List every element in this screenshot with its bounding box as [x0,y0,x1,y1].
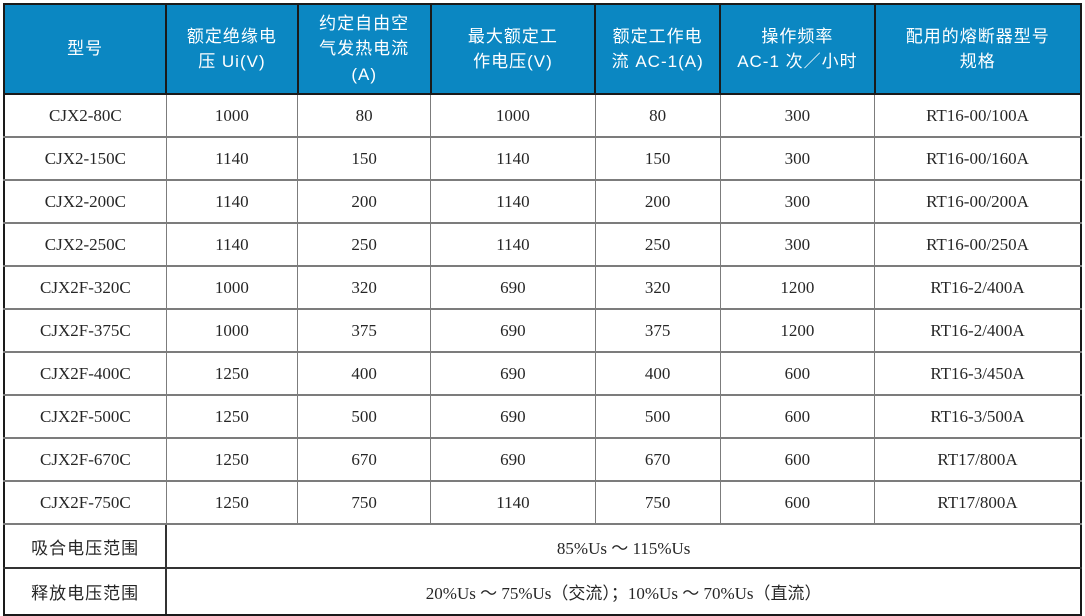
cell-max-rated-working-voltage: 690 [430,437,596,482]
cell-max-rated-working-voltage: 1140 [430,480,596,525]
cell-fuse-type: RT16-00/160A [874,136,1083,181]
column-header-rated-working-current: 额定工作电 流 AC-1(A) [594,3,722,95]
cell-max-rated-working-voltage: 1140 [430,136,596,181]
table-row: CJX2F-400C 1250 400 690 400 600 RT16-3/450A [2,351,1083,396]
cell-free-air-thermal-current: 150 [297,136,432,181]
cell-max-rated-working-voltage: 690 [430,351,596,396]
cell-max-rated-working-voltage: 690 [430,394,596,439]
column-header-fuse-type: 配用的熔断器型号 规格 [873,3,1083,95]
cell-fuse-type: RT17/800A [874,480,1083,525]
cell-fuse-type: RT16-00/100A [874,93,1083,138]
cell-rated-insulation-voltage: 1000 [165,265,299,310]
cell-max-rated-working-voltage: 690 [430,265,596,310]
table-row: CJX2-250C 1140 250 1140 250 300 RT16-00/250A [2,222,1083,267]
cell-model: CJX2F-320C [2,265,167,310]
table-row: CJX2F-320C 1000 320 690 320 1200 RT16-2/400A [2,265,1083,310]
cell-rated-working-current: 400 [594,351,721,396]
table-row: CJX2F-670C 1250 670 690 670 600 RT17/800A [2,437,1083,482]
cell-rated-working-current: 500 [594,394,721,439]
release-voltage-value: 20%Us ～ 75%Us（交流）；10%Us ～ 70%Us（直流） [166,567,1082,616]
table-footer: 吸合电压范围 85%Us ～ 115%Us 释放电压范围 20%Us ～ 75%… [2,523,1082,616]
table-row: CJX2-150C 1140 150 1140 150 300 RT16-00/160A [2,136,1083,181]
cell-free-air-thermal-current: 320 [297,265,432,310]
cell-fuse-type: RT16-2/400A [874,265,1083,310]
cell-operating-frequency: 300 [719,93,876,138]
cell-model: CJX2-80C [2,93,167,138]
release-voltage-label: 释放电压范围 [2,567,168,616]
cell-rated-working-current: 320 [594,265,721,310]
column-header-operating-frequency: 操作频率 AC-1 次／小时 [719,3,876,95]
table-row: CJX2-80C 1000 80 1000 80 300 RT16-00/100A [2,93,1083,138]
cell-rated-working-current: 250 [594,222,721,267]
cell-rated-insulation-voltage: 1250 [165,394,299,439]
cell-free-air-thermal-current: 250 [297,222,432,267]
cell-model: CJX2F-750C [2,480,167,525]
release-voltage-row: 释放电压范围 20%Us ～ 75%Us（交流）；10%Us ～ 70%Us（直… [2,567,1082,616]
column-header-model: 型号 [2,3,168,95]
cell-operating-frequency: 1200 [719,308,876,353]
cell-model: CJX2F-375C [2,308,167,353]
cell-model: CJX2-200C [2,179,167,224]
cell-fuse-type: RT16-00/250A [874,222,1083,267]
cell-max-rated-working-voltage: 1140 [430,179,596,224]
cell-rated-working-current: 750 [594,480,721,525]
cell-max-rated-working-voltage: 690 [430,308,596,353]
table-row: CJX2F-750C 1250 750 1140 750 600 RT17/800A [2,480,1083,525]
cell-operating-frequency: 1200 [719,265,876,310]
contactor-spec-table: 型号 额定绝缘电 压 Ui(V) 约定自由空 气发热电流 (A) 最大额定工 作… [2,3,1083,616]
pickup-voltage-label: 吸合电压范围 [2,523,168,569]
table-row: CJX2F-500C 1250 500 690 500 600 RT16-3/500A [2,394,1083,439]
cell-free-air-thermal-current: 375 [297,308,432,353]
cell-fuse-type: RT16-00/200A [874,179,1083,224]
cell-model: CJX2F-400C [2,351,167,396]
cell-operating-frequency: 300 [719,222,876,267]
cell-fuse-type: RT16-3/450A [874,351,1083,396]
pickup-voltage-value: 85%Us ～ 115%Us [166,523,1082,569]
cell-rated-insulation-voltage: 1000 [165,308,299,353]
cell-rated-insulation-voltage: 1140 [165,136,299,181]
cell-rated-insulation-voltage: 1250 [165,351,299,396]
cell-model: CJX2-150C [2,136,167,181]
cell-fuse-type: RT16-3/500A [874,394,1083,439]
cell-rated-working-current: 80 [594,93,721,138]
cell-model: CJX2-250C [2,222,167,267]
cell-rated-insulation-voltage: 1250 [165,437,299,482]
cell-operating-frequency: 600 [719,394,876,439]
cell-max-rated-working-voltage: 1000 [430,93,596,138]
table-row: CJX2F-375C 1000 375 690 375 1200 RT16-2/400A [2,308,1083,353]
cell-free-air-thermal-current: 670 [297,437,432,482]
cell-model: CJX2F-500C [2,394,167,439]
table-row: CJX2-200C 1140 200 1140 200 300 RT16-00/200A [2,179,1083,224]
column-header-free-air-thermal-current: 约定自由空 气发热电流 (A) [296,3,432,95]
cell-model: CJX2F-670C [2,437,167,482]
cell-rated-insulation-voltage: 1250 [165,480,299,525]
table-header: 型号 额定绝缘电 压 Ui(V) 约定自由空 气发热电流 (A) 最大额定工 作… [2,3,1083,95]
cell-max-rated-working-voltage: 1140 [430,222,596,267]
cell-fuse-type: RT17/800A [874,437,1083,482]
cell-free-air-thermal-current: 400 [297,351,432,396]
cell-operating-frequency: 600 [719,351,876,396]
cell-free-air-thermal-current: 200 [297,179,432,224]
cell-rated-insulation-voltage: 1000 [165,93,299,138]
cell-operating-frequency: 600 [719,480,876,525]
cell-operating-frequency: 600 [719,437,876,482]
cell-rated-insulation-voltage: 1140 [165,222,299,267]
column-header-rated-insulation-voltage: 额定绝缘电 压 Ui(V) [165,3,299,95]
cell-free-air-thermal-current: 750 [297,480,432,525]
cell-rated-working-current: 150 [594,136,721,181]
cell-rated-insulation-voltage: 1140 [165,179,299,224]
cell-free-air-thermal-current: 500 [297,394,432,439]
cell-fuse-type: RT16-2/400A [874,308,1083,353]
cell-operating-frequency: 300 [719,179,876,224]
cell-operating-frequency: 300 [719,136,876,181]
header-row: 型号 额定绝缘电 压 Ui(V) 约定自由空 气发热电流 (A) 最大额定工 作… [2,3,1083,95]
table-body: CJX2-80C 1000 80 1000 80 300 RT16-00/100A CJX2-… [2,93,1083,525]
column-header-max-rated-working-voltage: 最大额定工 作电压(V) [429,3,597,95]
cell-free-air-thermal-current: 80 [297,93,432,138]
cell-rated-working-current: 670 [594,437,721,482]
cell-rated-working-current: 375 [594,308,721,353]
pickup-voltage-row: 吸合电压范围 85%Us ～ 115%Us [2,523,1082,569]
cell-rated-working-current: 200 [594,179,721,224]
